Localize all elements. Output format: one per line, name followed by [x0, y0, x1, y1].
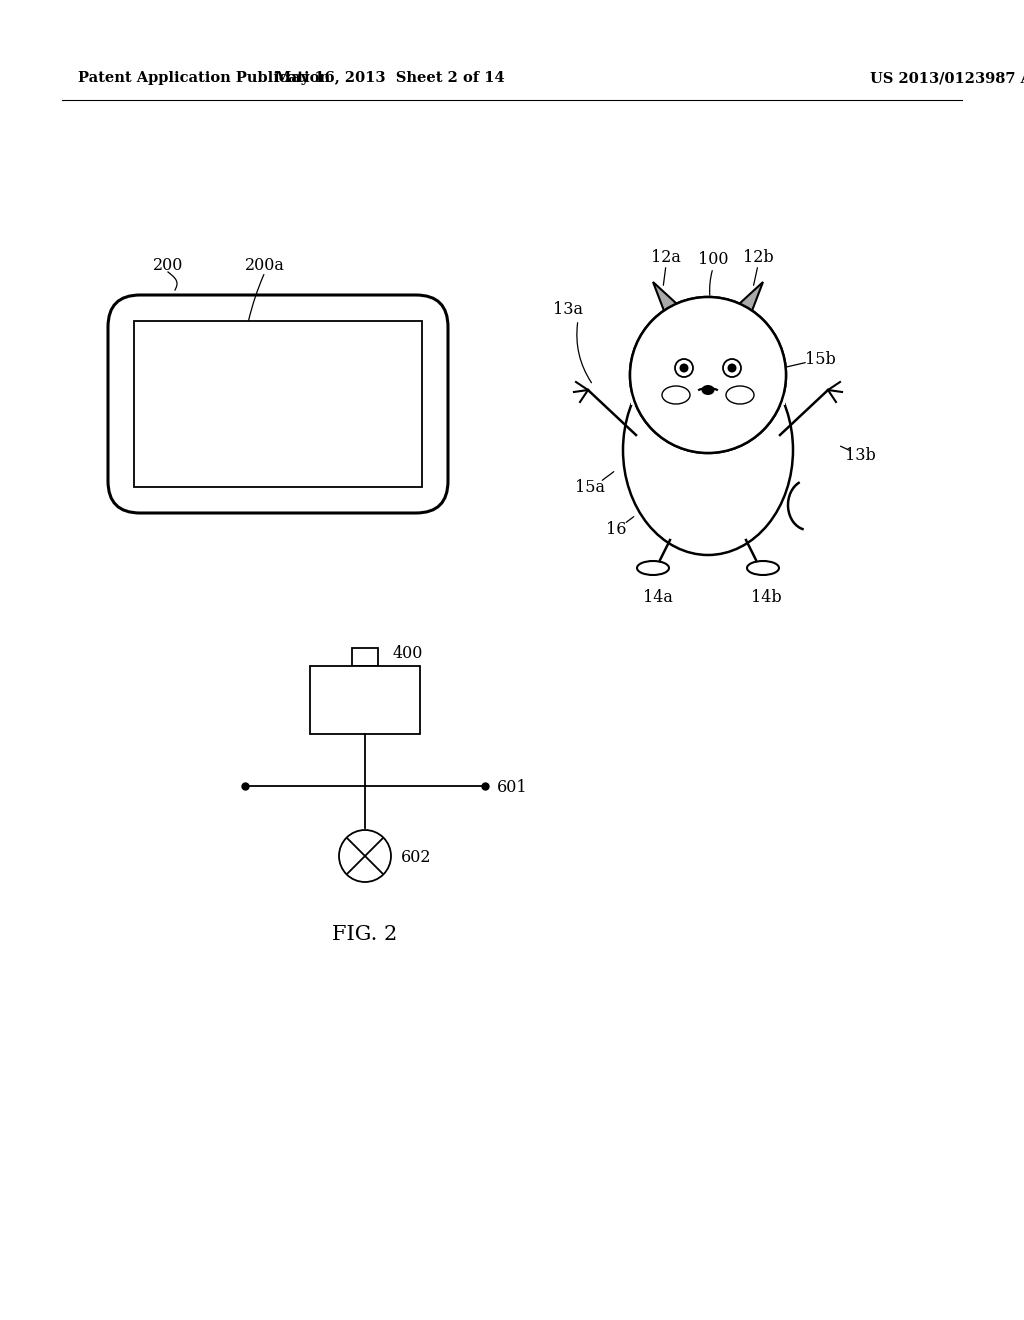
- Circle shape: [727, 363, 736, 372]
- Polygon shape: [653, 282, 690, 315]
- Text: 12a: 12a: [651, 249, 681, 267]
- Circle shape: [675, 359, 693, 378]
- Bar: [310, 667, 420, 734]
- Ellipse shape: [701, 385, 715, 395]
- Text: 14a: 14a: [643, 590, 673, 606]
- Text: 100: 100: [697, 252, 728, 268]
- Text: 200a: 200a: [245, 256, 285, 273]
- Bar: [352, 648, 378, 667]
- Ellipse shape: [746, 561, 779, 576]
- Text: May 16, 2013  Sheet 2 of 14: May 16, 2013 Sheet 2 of 14: [275, 71, 505, 84]
- Circle shape: [723, 359, 741, 378]
- Circle shape: [630, 297, 786, 453]
- Text: 13a: 13a: [553, 301, 583, 318]
- Text: 602: 602: [401, 849, 431, 866]
- Text: 15b: 15b: [805, 351, 836, 368]
- Text: 12b: 12b: [742, 249, 773, 267]
- Ellipse shape: [623, 345, 793, 554]
- Text: 13b: 13b: [845, 446, 876, 463]
- Ellipse shape: [726, 385, 754, 404]
- Text: US 2013/0123987 A1: US 2013/0123987 A1: [870, 71, 1024, 84]
- Polygon shape: [726, 282, 763, 315]
- Text: 16: 16: [606, 521, 627, 539]
- Circle shape: [680, 363, 688, 372]
- Text: FIG. 2: FIG. 2: [333, 924, 397, 944]
- Text: 400: 400: [393, 644, 423, 661]
- Text: 14b: 14b: [751, 590, 781, 606]
- Text: 200: 200: [153, 256, 183, 273]
- Text: 601: 601: [497, 779, 527, 796]
- FancyBboxPatch shape: [108, 294, 449, 513]
- Text: 15a: 15a: [575, 479, 605, 496]
- Ellipse shape: [637, 561, 669, 576]
- Bar: [631, 375, 785, 405]
- Circle shape: [339, 830, 391, 882]
- Bar: [134, 321, 422, 487]
- Ellipse shape: [662, 385, 690, 404]
- Text: Patent Application Publication: Patent Application Publication: [78, 71, 330, 84]
- Circle shape: [630, 297, 786, 453]
